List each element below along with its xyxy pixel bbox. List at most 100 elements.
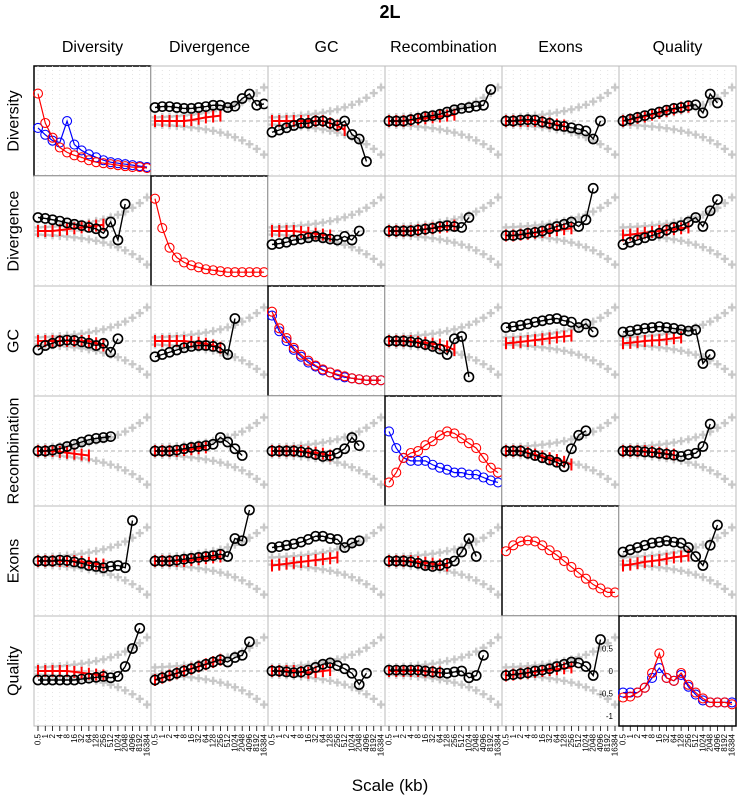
observed-point bbox=[463, 102, 475, 113]
observed-point bbox=[690, 99, 702, 111]
observed-point bbox=[273, 124, 285, 136]
observed-point bbox=[200, 658, 212, 670]
observed-point bbox=[566, 316, 577, 328]
observed-point bbox=[456, 221, 468, 233]
observed-line bbox=[37, 203, 126, 243]
x-tick-label: 4096 bbox=[596, 733, 605, 751]
observed-point bbox=[68, 218, 80, 230]
observed-point bbox=[39, 212, 51, 224]
observed-point bbox=[580, 661, 592, 672]
observed-point bbox=[324, 117, 336, 129]
observed-point bbox=[522, 318, 534, 330]
observed-point bbox=[353, 679, 365, 690]
panel-gc-divergence bbox=[149, 285, 269, 397]
x-tick-label: 8 bbox=[180, 733, 189, 738]
observed-point bbox=[346, 234, 358, 246]
x-tick-label: 2048 bbox=[355, 733, 364, 751]
x-tick-label: 4 bbox=[172, 733, 181, 738]
panel-diversity-divergence bbox=[149, 65, 270, 177]
observed-point bbox=[229, 313, 241, 324]
x-tick-label: 2 bbox=[633, 733, 642, 738]
red-series-point bbox=[456, 433, 467, 444]
observed-point bbox=[558, 315, 570, 327]
observed-point bbox=[310, 449, 321, 460]
observed-point bbox=[507, 321, 519, 332]
observed-point bbox=[566, 656, 577, 668]
observed-point bbox=[236, 649, 248, 661]
observed-point bbox=[558, 121, 570, 132]
red-series-point bbox=[478, 452, 489, 463]
observed-point bbox=[149, 351, 161, 363]
x-tick-label: 128 bbox=[326, 733, 335, 747]
x-tick-label: 512 bbox=[691, 733, 700, 747]
observed-point bbox=[229, 652, 241, 663]
x-tick-label: 64 bbox=[435, 733, 444, 742]
observed-point bbox=[653, 321, 665, 332]
observed-point bbox=[522, 227, 534, 239]
x-tick-label: 32 bbox=[311, 733, 320, 742]
observed-point bbox=[200, 340, 212, 351]
blue-series-point bbox=[40, 129, 51, 140]
red-series-point bbox=[391, 467, 402, 478]
y-tick-label: 0 bbox=[609, 667, 614, 676]
observed-point bbox=[281, 236, 292, 248]
observed-point bbox=[573, 123, 585, 135]
blue-series-point bbox=[434, 462, 445, 473]
observed-point bbox=[236, 535, 248, 547]
column-header-quality: Quality bbox=[653, 39, 703, 56]
observed-line bbox=[505, 639, 602, 678]
observed-point bbox=[558, 461, 570, 473]
observed-point bbox=[76, 673, 87, 685]
x-tick-label: 256 bbox=[684, 733, 693, 747]
observed-point bbox=[500, 230, 512, 241]
observed-point bbox=[61, 334, 73, 346]
red-series-point bbox=[361, 375, 372, 386]
observed-point bbox=[222, 436, 234, 448]
observed-line bbox=[506, 188, 594, 237]
red-series-point bbox=[193, 262, 204, 273]
panel-frame bbox=[267, 285, 386, 397]
panel-exons-gc bbox=[266, 505, 386, 617]
observed-point bbox=[119, 661, 131, 672]
x-tick-label: 512 bbox=[457, 733, 466, 747]
observed-point bbox=[470, 551, 482, 562]
observed-point bbox=[229, 443, 241, 455]
observed-point bbox=[544, 223, 555, 235]
observed-point bbox=[98, 432, 109, 443]
observed-point bbox=[580, 425, 592, 437]
observed-point bbox=[32, 212, 44, 223]
x-tick-label: 16384 bbox=[143, 733, 152, 756]
observed-point bbox=[281, 445, 292, 457]
red-series-point bbox=[398, 452, 409, 463]
observed-point bbox=[544, 454, 555, 466]
x-tick-label: 4096 bbox=[362, 733, 371, 751]
panel-recombination-gc bbox=[266, 395, 386, 507]
panel-diversity-diversity bbox=[32, 65, 153, 177]
observed-point bbox=[529, 665, 541, 677]
x-tick-label: 2 bbox=[399, 733, 408, 738]
observed-point bbox=[500, 115, 512, 127]
red-series-point bbox=[683, 679, 694, 690]
observed-point bbox=[632, 324, 643, 336]
observed-point bbox=[185, 552, 197, 564]
observed-point bbox=[624, 445, 636, 457]
observed-point bbox=[390, 335, 402, 347]
observed-point bbox=[171, 102, 183, 113]
observed-point bbox=[156, 672, 168, 684]
x-tick-label: 2 bbox=[516, 733, 525, 738]
observed-point bbox=[632, 112, 643, 123]
blue-series-point bbox=[478, 472, 489, 483]
blue-series-point bbox=[62, 115, 73, 127]
observed-line bbox=[506, 118, 602, 141]
observed-point bbox=[704, 539, 716, 551]
observed-point bbox=[324, 233, 336, 245]
observed-point bbox=[427, 222, 438, 234]
observed-point bbox=[207, 438, 219, 450]
observed-point bbox=[580, 318, 592, 330]
observed-point bbox=[405, 664, 417, 676]
observed-point bbox=[478, 649, 489, 661]
observed-line bbox=[38, 520, 134, 569]
observed-point bbox=[346, 432, 358, 443]
red-series-point bbox=[719, 697, 730, 708]
red-series-point bbox=[500, 546, 512, 557]
